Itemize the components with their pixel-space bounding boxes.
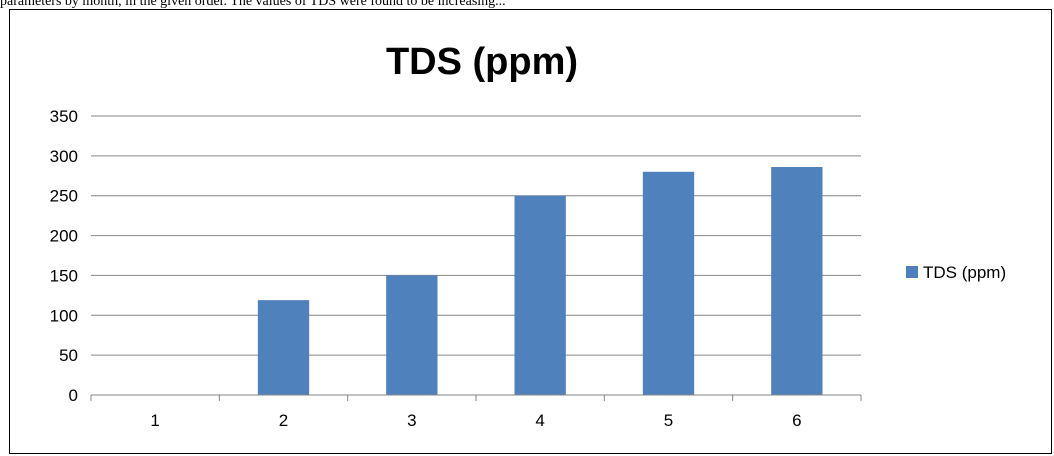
tds-bar-chart: TDS (ppm) 0 50 100 150 200 250 300 350 1 2 3 4 5 6 TDS … — [50, 41, 1007, 430]
x-tick-label-4: 4 — [535, 411, 544, 430]
chart-title: TDS (ppm) — [386, 41, 578, 83]
y-tick-label-150: 150 — [50, 266, 78, 285]
bar-2 — [257, 300, 310, 395]
bar-5 — [642, 171, 695, 395]
bar-6 — [771, 167, 823, 395]
x-tick-label-6: 6 — [792, 411, 801, 430]
bar-4 — [514, 195, 566, 395]
x-tick-label-2: 2 — [279, 411, 288, 430]
bar-3 — [386, 275, 438, 395]
y-tick-label-250: 250 — [50, 187, 78, 206]
y-tick-label-0: 0 — [69, 386, 78, 405]
y-tick-label-300: 300 — [50, 147, 78, 166]
chart-frame: TDS (ppm) 0 50 100 150 200 250 300 350 1 2 3 4 5 6 TDS … — [9, 9, 1052, 454]
x-tick-label-3: 3 — [407, 411, 416, 430]
legend-swatch — [906, 266, 918, 278]
y-tick-label-350: 350 — [50, 107, 78, 126]
x-tick-label-5: 5 — [664, 411, 673, 430]
y-tick-label-100: 100 — [50, 306, 78, 325]
y-tick-label-50: 50 — [59, 346, 78, 365]
preceding-document-text: parameters by month, in the given order.… — [0, 0, 506, 9]
legend-label: TDS (ppm) — [923, 263, 1006, 282]
x-tick-label-1: 1 — [150, 411, 159, 430]
y-tick-label-200: 200 — [50, 227, 78, 246]
